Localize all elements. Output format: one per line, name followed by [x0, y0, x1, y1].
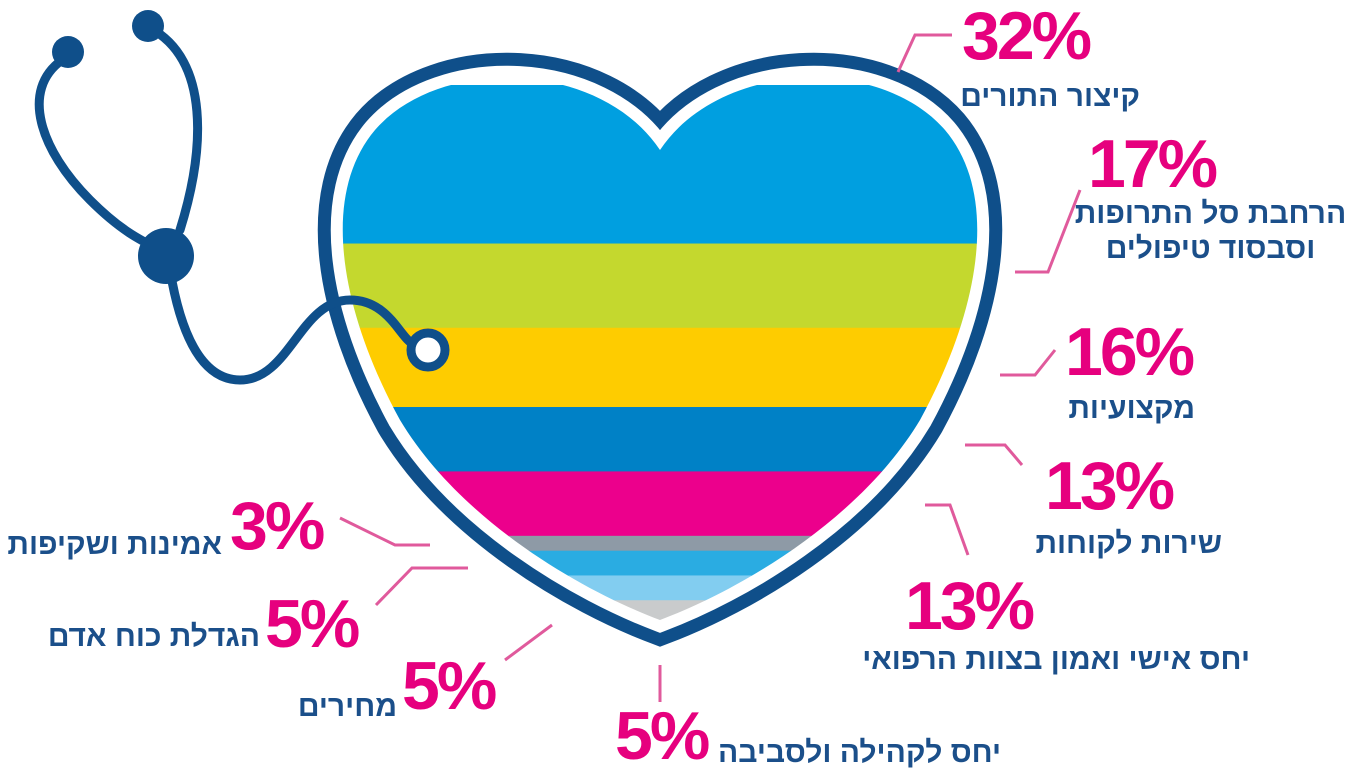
- percent-label: 13%: [905, 568, 1035, 644]
- stethoscope: [34, 23, 450, 385]
- percent-label: 5%: [265, 586, 360, 662]
- category-label: קיצור התורים: [960, 80, 1140, 113]
- percent-label: 3%: [230, 488, 325, 564]
- percent-label: 16%: [1065, 314, 1195, 390]
- category-label: שירות לקוחות: [1035, 527, 1222, 560]
- band: [342, 327, 978, 408]
- category-label: מחירים: [297, 690, 397, 723]
- percent-label: 5%: [402, 648, 497, 724]
- category-label: אמינות ושקיפות: [7, 528, 222, 561]
- category-label: יחס אישי ואמון בצוות הרפואי: [862, 643, 1250, 676]
- percent-label: 5%: [615, 698, 710, 774]
- category-label: מקצועיות: [1068, 392, 1195, 425]
- category-label: הרחבת סל התרופות וסבסוד טיפולים: [1074, 197, 1347, 265]
- band: [342, 407, 978, 472]
- percent-label: 32%: [962, 0, 1092, 74]
- category-label: יחס לקהילה ולסביבה: [718, 736, 1002, 769]
- percent-label: 13%: [1045, 448, 1175, 524]
- percent-label: 17%: [1088, 126, 1218, 202]
- connectors: [339, 33, 1082, 702]
- stethoscope-parts: [52, 10, 194, 284]
- category-label: הגדלת כוח אדם: [47, 620, 260, 653]
- band: [342, 243, 978, 329]
